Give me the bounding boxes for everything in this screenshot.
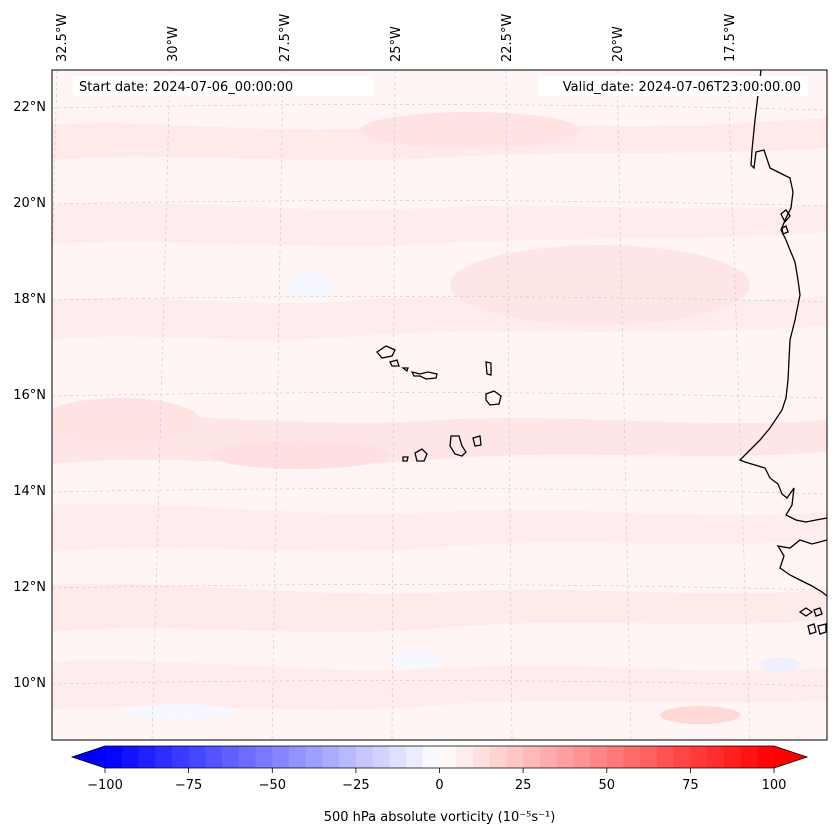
colorbar-cell — [489, 746, 507, 768]
colorbar-cell — [188, 746, 206, 768]
colorbar-cell — [339, 746, 357, 768]
colorbar-cell — [456, 746, 474, 768]
colorbar-cell — [372, 746, 390, 768]
lon-label: 32.5°W — [55, 14, 70, 62]
colorbar-cell — [573, 746, 591, 768]
colorbar-cell — [723, 746, 741, 768]
lat-label: 16°N — [13, 388, 46, 403]
lon-label: 25°W — [389, 26, 404, 62]
lat-label: 14°N — [13, 484, 46, 499]
island-santiago — [449, 435, 467, 457]
header: Start date: 2024-07-06_00:00:00 Valid_da… — [73, 76, 808, 96]
colorbar-cell — [690, 746, 708, 768]
island-sal — [485, 361, 492, 376]
island-maio — [472, 435, 482, 447]
island-sao-vicente — [389, 359, 400, 367]
lon-label: 27.5°W — [278, 14, 293, 62]
colorbar-cell — [171, 746, 190, 768]
coastline — [738, 69, 828, 635]
colorbar-tick-label: −100 — [87, 778, 123, 793]
cape-verde-islands — [376, 345, 502, 462]
island-santo-antao — [376, 345, 396, 359]
island-sao-nicolau — [410, 371, 438, 380]
africa-coastline-south — [776, 539, 828, 597]
lon-label: 30°W — [166, 26, 181, 62]
island-fogo — [414, 448, 428, 462]
colorbar-cell — [272, 746, 290, 768]
colorbar-cell — [155, 746, 173, 768]
colorbar-cell — [222, 746, 240, 768]
colorbar-cell — [105, 746, 123, 768]
vorticity-field — [52, 112, 827, 724]
colorbar-high-extend — [774, 746, 807, 768]
colorbar-cell — [472, 746, 491, 768]
colorbar-cell — [640, 746, 658, 768]
colorbar-cell — [523, 746, 541, 768]
colorbar-tick-label: 0 — [435, 778, 443, 793]
colorbar-ticks — [104, 768, 775, 773]
colorbar-cell — [355, 746, 374, 768]
island-boa-vista — [485, 390, 502, 406]
colorbar-cell — [255, 746, 273, 768]
colorbar-cell — [656, 746, 675, 768]
colorbar-cell — [205, 746, 223, 768]
valid-date-label: Valid_date: 2024-07-06T23:00:00.00 — [563, 80, 801, 95]
island-santa-luzia — [401, 367, 409, 373]
colorbar-title: 500 hPa absolute vorticity (10⁻⁵s⁻¹) — [324, 810, 556, 825]
lat-label: 12°N — [13, 580, 46, 595]
colorbar-cell — [606, 746, 624, 768]
colorbar-cell — [389, 746, 407, 768]
colorbar-cell — [539, 746, 557, 768]
bissagos-islands — [798, 607, 827, 635]
colorbar-cell — [439, 746, 457, 768]
lon-label: 17.5°W — [723, 14, 738, 62]
colorbar-cell — [406, 746, 424, 768]
colorbar-cell — [740, 746, 758, 768]
colorbar-tick-label: −75 — [175, 778, 202, 793]
colorbar-cell — [121, 746, 139, 768]
start-date-label: Start date: 2024-07-06_00:00:00 — [79, 80, 293, 95]
colorbar-cell — [556, 746, 574, 768]
colorbar-tick-label: 25 — [515, 778, 532, 793]
island-brava — [402, 456, 409, 462]
gridlines — [52, 70, 827, 740]
lat-label: 10°N — [13, 676, 46, 691]
colorbar-cell — [288, 746, 307, 768]
longitude-labels: 32.5°W 30°W 27.5°W 25°W 22.5°W 20°W 17.5… — [55, 14, 738, 62]
lon-label: 20°W — [611, 26, 626, 62]
colorbar-cell — [238, 746, 256, 768]
colorbar-tick-labels: −100 −75 −50 −25 0 25 50 75 100 — [87, 778, 786, 793]
colorbar-cell — [305, 746, 323, 768]
colorbar-tick-label: 75 — [682, 778, 699, 793]
colorbar-low-extend — [72, 746, 105, 768]
colorbar-cell — [623, 746, 641, 768]
colorbar-cell — [422, 746, 440, 768]
latitude-labels: 22°N 20°N 18°N 16°N 14°N 12°N 10°N — [13, 100, 46, 691]
africa-coastline — [738, 69, 828, 523]
colorbar-cell — [673, 746, 691, 768]
colorbar-cells — [105, 746, 775, 768]
colorbar-tick-label: 100 — [762, 778, 787, 793]
lat-label: 22°N — [13, 100, 46, 115]
lat-label: 18°N — [13, 292, 46, 307]
map-frame — [51, 69, 828, 741]
colorbar-tick-label: 50 — [599, 778, 616, 793]
start-date-box — [73, 76, 373, 96]
colorbar-cell — [322, 746, 340, 768]
lon-label: 22.5°W — [500, 14, 515, 62]
lat-label: 20°N — [13, 196, 46, 211]
colorbar-cell — [757, 746, 775, 768]
colorbar-cell — [506, 746, 524, 768]
map-panel — [51, 69, 828, 741]
colorbar-tick-label: −50 — [259, 778, 286, 793]
colorbar-cell — [138, 746, 156, 768]
colorbar-cell — [707, 746, 725, 768]
coastal-islets — [780, 209, 791, 235]
valid-date-box — [538, 76, 808, 96]
colorbar-tick-label: −25 — [342, 778, 369, 793]
colorbar-cell — [590, 746, 608, 768]
colorbar: −100 −75 −50 −25 0 25 50 75 100 500 hPa … — [70, 745, 809, 825]
